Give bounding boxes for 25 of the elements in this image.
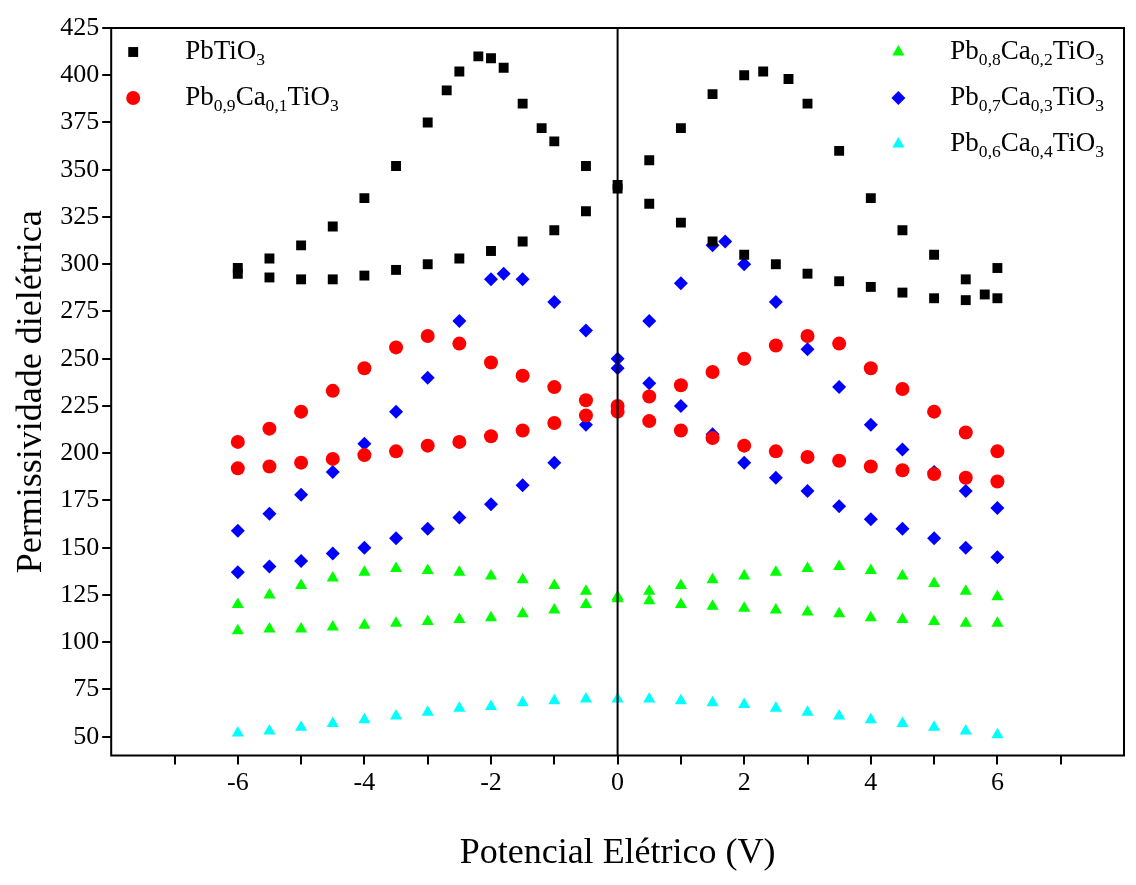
y-tick-label: 350: [60, 153, 100, 183]
x-tick-label: -2: [480, 767, 502, 797]
y-tick-label: 300: [60, 248, 100, 278]
y-tick-label: 375: [60, 106, 100, 136]
y-tick-label: 50: [73, 720, 100, 750]
x-tick-label: 2: [737, 767, 751, 797]
x-tick-label: 0: [611, 767, 625, 797]
y-tick-label: 425: [60, 11, 100, 41]
y-tick-label: 225: [60, 389, 100, 419]
y-tick-label: 400: [60, 59, 100, 89]
y-tick-label: 125: [60, 578, 100, 608]
x-tick-label: 4: [864, 767, 878, 797]
x-tick-label: -6: [226, 767, 249, 797]
x-axis-title: Potencial Elétrico (V): [459, 830, 776, 871]
x-tick-label: -4: [353, 767, 376, 797]
x-tick-label: 6: [990, 767, 1004, 797]
y-tick-label: 150: [60, 531, 100, 561]
y-tick-label: 75: [73, 673, 100, 703]
y-tick-label: 100: [60, 626, 100, 656]
y-tick-label: 275: [60, 295, 100, 325]
y-axis-title: Permissividade dielétrica: [9, 210, 50, 574]
y-tick-label: 175: [60, 484, 100, 514]
y-tick-label: 250: [60, 342, 100, 372]
y-tick-label: 200: [60, 437, 100, 467]
y-tick-label: 325: [60, 200, 100, 230]
